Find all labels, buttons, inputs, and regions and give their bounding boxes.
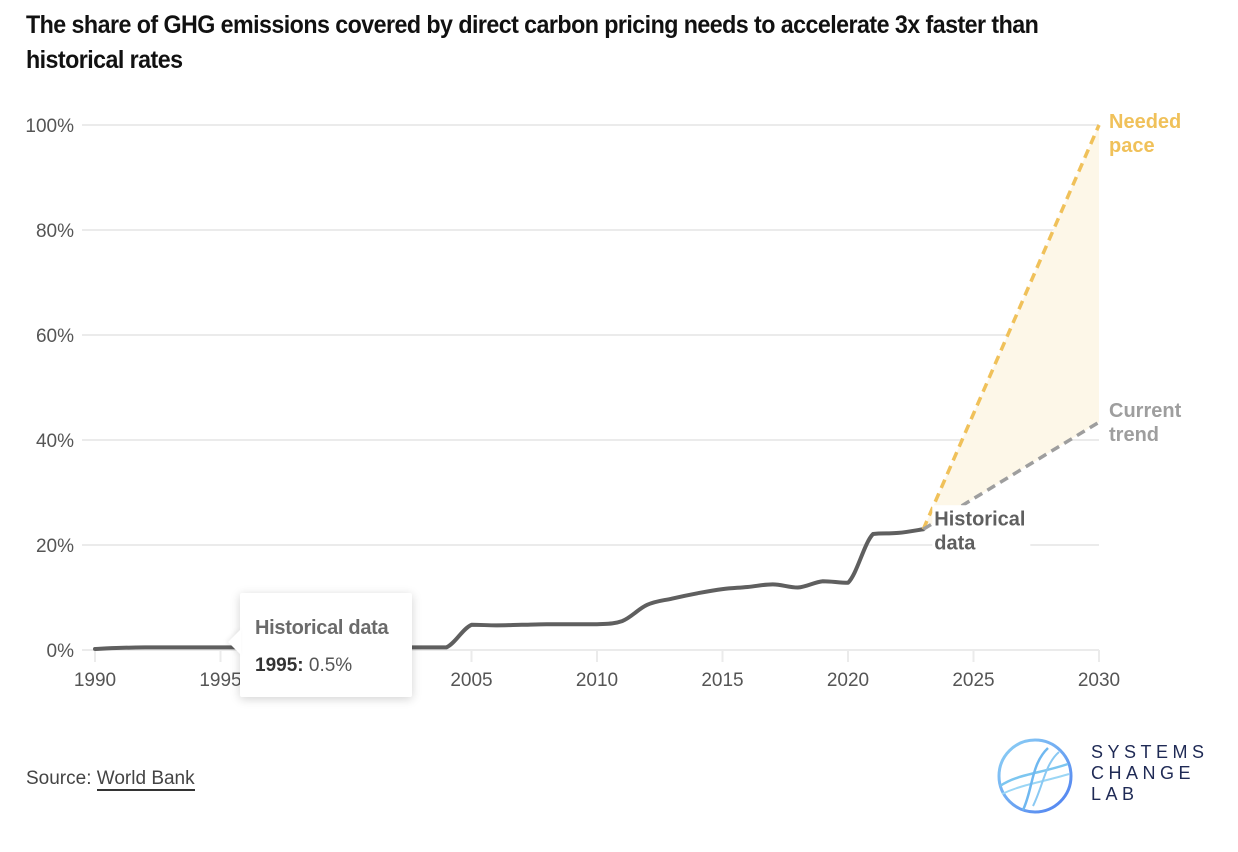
x-axis: 199019952000200520102015202020252030: [74, 650, 1120, 691]
annotation-background: [932, 505, 1031, 554]
x-tick-label: 1990: [74, 670, 116, 691]
y-tick-label: 100%: [25, 116, 74, 137]
x-tick-label: 2025: [952, 670, 994, 691]
x-tick-label: 1995: [199, 670, 241, 691]
y-tick-label: 20%: [36, 536, 74, 557]
y-axis: 0% 20% 40% 60% 80% 100%: [25, 116, 74, 662]
annotation-line: Historical: [934, 508, 1025, 530]
logo-wordmark: SYSTEMS CHANGE LAB: [1091, 742, 1209, 805]
tooltip-number: 0.5%: [308, 655, 353, 676]
systems-change-lab-logo[interactable]: SYSTEMS CHANGE LAB: [993, 734, 1213, 820]
source-link[interactable]: World Bank: [96, 768, 195, 791]
annotation-line: data: [934, 532, 976, 554]
x-tick-label: 2030: [1078, 670, 1120, 691]
y-tick-label: 0%: [47, 641, 75, 662]
source-note: Source: World Bank: [26, 768, 195, 791]
x-tick-label: 2015: [701, 670, 743, 691]
globe-wave-icon: [997, 738, 1073, 814]
y-tick-label: 80%: [36, 221, 74, 242]
x-tick-label: 2010: [576, 670, 618, 691]
annotation-line: Current: [1109, 400, 1182, 422]
annotation-line: pace: [1109, 135, 1155, 157]
tooltip: Historical data 1995: 0.5%: [240, 593, 412, 697]
x-tick-label: 2005: [450, 670, 492, 691]
tooltip-year: 1995:: [255, 655, 304, 676]
annotation-line: trend: [1109, 424, 1159, 446]
x-tick-label: 2020: [827, 670, 869, 691]
y-tick-label: 60%: [36, 326, 74, 347]
tooltip-series: Historical data: [255, 617, 389, 639]
y-tick-label: 40%: [36, 431, 74, 452]
needed-pace-line: [921, 124, 1101, 530]
gridlines: [82, 124, 1099, 651]
tooltip-value: 1995: 0.5%: [255, 655, 352, 677]
chart-title: The share of GHG emissions covered by di…: [26, 11, 1039, 74]
annotation-line: Needed: [1109, 111, 1181, 133]
source-prefix: Source:: [26, 768, 97, 789]
logo-line-2: CHANGE: [1091, 763, 1196, 783]
logo-line-1: SYSTEMS: [1091, 742, 1209, 762]
historical-data-line[interactable]: [93, 527, 926, 651]
logo-line-3: LAB: [1091, 784, 1139, 804]
shaded-gap-area: [923, 125, 1099, 530]
